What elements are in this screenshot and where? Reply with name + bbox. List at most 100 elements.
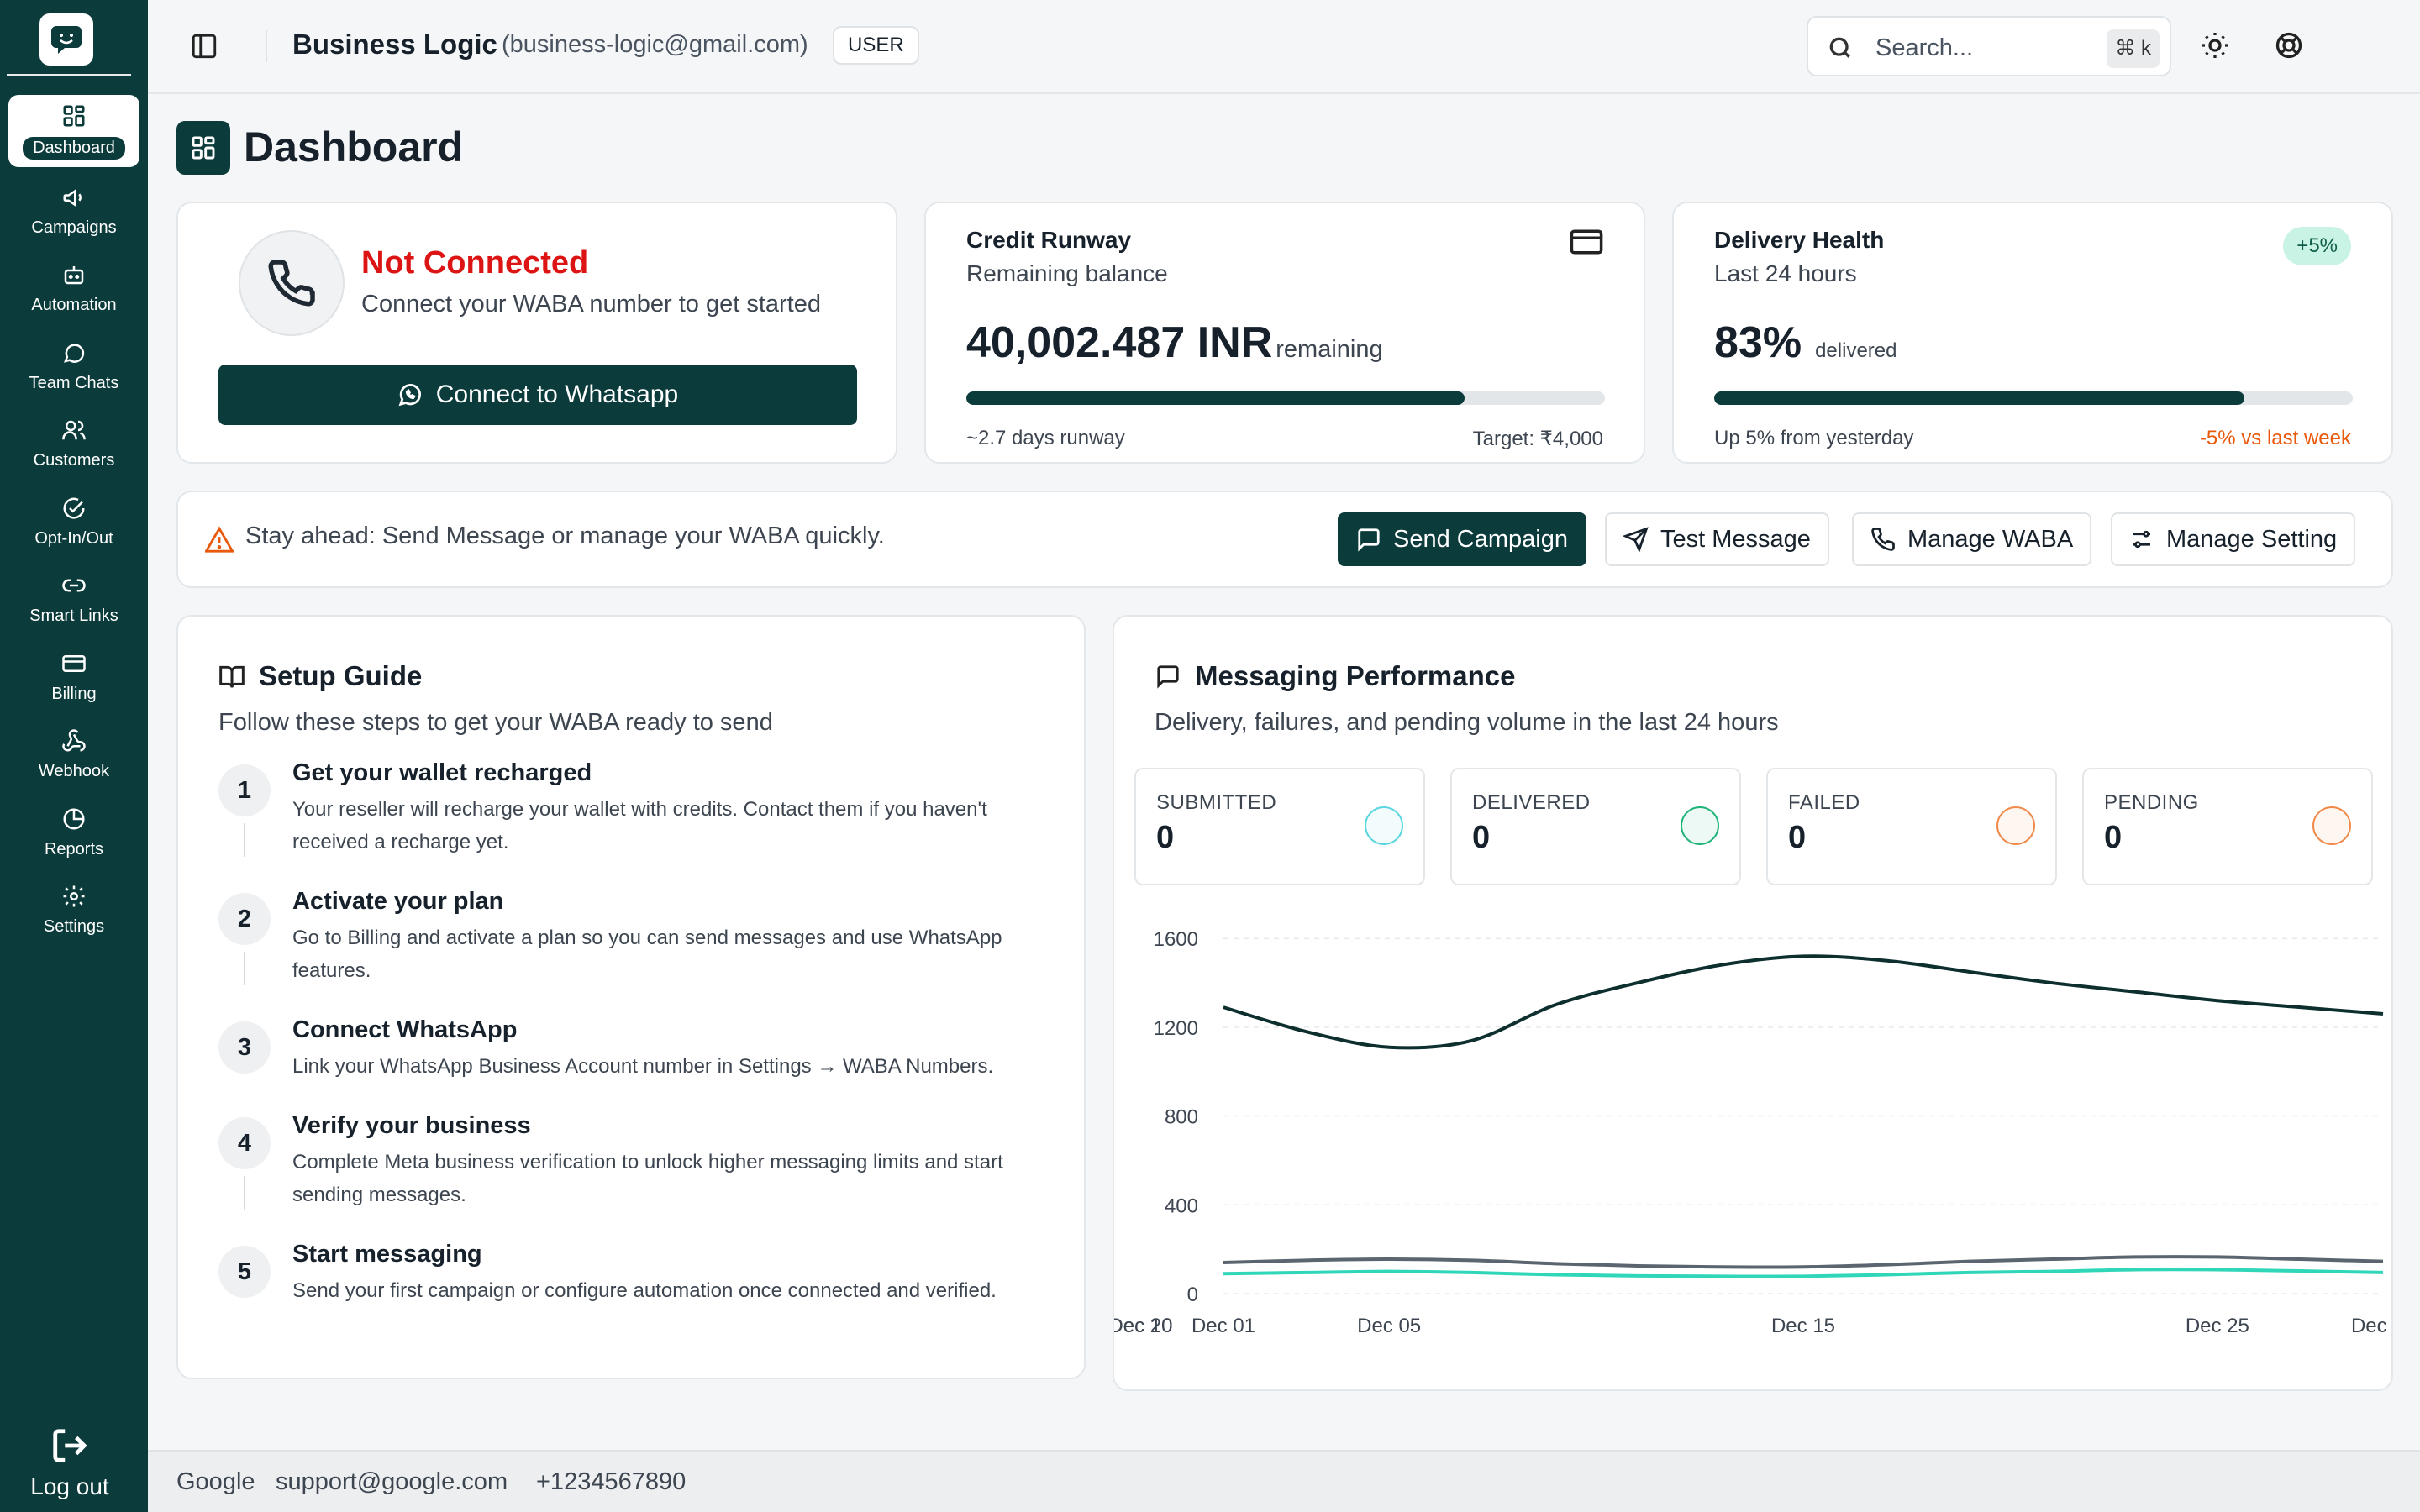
app-logo[interactable] xyxy=(39,13,93,66)
status-dot xyxy=(1365,806,1403,845)
step-title: Connect WhatsApp xyxy=(292,1016,518,1043)
sidebar-item-settings[interactable]: Settings xyxy=(0,872,148,950)
credit-progress xyxy=(966,391,1605,405)
series-line-2 xyxy=(1223,1268,2384,1278)
dashboard-title-icon xyxy=(176,121,230,175)
chat-logo-icon xyxy=(51,26,82,54)
status-dot xyxy=(2312,806,2351,845)
status-dot xyxy=(1996,806,2035,845)
credit-unit: remaining xyxy=(1276,336,1383,363)
sidebar-item-billing[interactable]: Billing xyxy=(0,638,148,717)
manage-setting-button[interactable]: Manage Setting xyxy=(2111,512,2356,566)
metric-label: DELIVERED xyxy=(1472,791,1591,814)
send-campaign-button[interactable]: Send Campaign xyxy=(1338,512,1586,566)
business-name: Business Logic xyxy=(292,29,497,60)
sidebar-item-customers[interactable]: Customers xyxy=(0,406,148,484)
sun-icon[interactable] xyxy=(2200,30,2230,60)
phone-avatar xyxy=(239,230,345,336)
performance-title: Messaging Performance xyxy=(1195,660,1516,691)
series-line-1 xyxy=(1223,1255,2384,1269)
sidebar-item-automation[interactable]: Automation xyxy=(0,250,148,328)
credit-card-icon xyxy=(1570,229,1603,255)
x-tick-label: Dec 29 xyxy=(2351,1315,2391,1337)
x-tick-label: Dec 20 xyxy=(1114,1315,1172,1337)
y-tick-label: 400 xyxy=(1165,1194,1198,1217)
y-tick-label: 1200 xyxy=(1154,1017,1198,1040)
warning-icon xyxy=(205,526,234,553)
sidebar-item-label: Billing xyxy=(51,684,97,703)
credit-title: Credit Runway xyxy=(966,227,1132,253)
sidebar-item-label: Customers xyxy=(33,451,115,470)
x-tick-label: Dec 05 xyxy=(1357,1315,1421,1337)
quick-actions-hint: Stay ahead: Send Message or manage your … xyxy=(245,522,885,549)
sidebar-item-label: Smart Links xyxy=(29,606,118,626)
sidebar-item-webhook[interactable]: Webhook xyxy=(0,717,148,795)
phone-icon xyxy=(268,260,315,307)
message-square-icon xyxy=(1358,528,1380,552)
delivery-trend-week: -5% vs last week xyxy=(2199,427,2351,449)
logout-button[interactable]: Log out xyxy=(0,1426,139,1500)
x-tick-label: Dec 10 xyxy=(1114,1315,1172,1337)
page-title: Dashboard xyxy=(244,123,464,171)
step-description: Your reseller will recharge your wallet … xyxy=(292,798,987,853)
step-connector xyxy=(244,823,245,857)
step-connector xyxy=(244,1176,245,1210)
setup-guide-subtitle: Follow these steps to get your WABA read… xyxy=(218,709,773,736)
metric-value: 0 xyxy=(1788,820,1807,855)
credit-amount: 40,002.487 INR xyxy=(966,318,1273,367)
search-input[interactable]: Search... ⌘ k xyxy=(1807,16,2171,76)
top-header: Business Logic (business-logic@gmail.com… xyxy=(148,0,2420,94)
metric-label: FAILED xyxy=(1788,791,1860,814)
gear-icon xyxy=(63,885,85,907)
manage-waba-button[interactable]: Manage WABA xyxy=(1852,512,2092,566)
metric-value: 0 xyxy=(1156,820,1175,855)
sidebar-item-dashboard[interactable]: Dashboard xyxy=(8,95,139,167)
metric-delivered: DELIVERED 0 xyxy=(1450,768,1741,885)
sidebar-item-reports[interactable]: Reports xyxy=(0,794,148,872)
credit-balance: 40,002.487 INR remaining xyxy=(966,318,1383,368)
y-tick-label: 0 xyxy=(1187,1284,1198,1306)
performance-subtitle: Delivery, failures, and pending volume i… xyxy=(1155,709,1779,736)
delivery-title: Delivery Health xyxy=(1714,227,1885,253)
y-tick-label: 800 xyxy=(1165,1106,1198,1129)
sidebar-item-opt-in-out[interactable]: Opt-In/Out xyxy=(0,483,148,561)
sidebar-item-label: Webhook xyxy=(38,762,110,781)
metric-pending: PENDING 0 xyxy=(2082,768,2373,885)
sidebar-item-campaigns[interactable]: Campaigns xyxy=(0,172,148,250)
x-tick-label: Dec 15 xyxy=(1771,1315,1835,1337)
setup-guide-card: Setup Guide Follow these steps to get yo… xyxy=(176,615,1086,1379)
setup-guide-heading: Setup Guide xyxy=(218,660,422,692)
metric-value: 0 xyxy=(1472,820,1491,855)
test-message-button[interactable]: Test Message xyxy=(1605,512,1829,566)
delivery-change-badge: +5% xyxy=(2283,227,2351,265)
connect-whatsapp-button[interactable]: Connect to Whatsapp xyxy=(218,365,857,425)
connection-card: Not Connected Connect your WABA number t… xyxy=(176,202,897,464)
footer-phone[interactable]: +1234567890 xyxy=(536,1468,687,1495)
sidebar: Dashboard Campaigns Automation Team Chat… xyxy=(0,0,148,1512)
header-divider xyxy=(266,30,267,62)
link-icon xyxy=(62,579,86,592)
sidebar-item-smart-links[interactable]: Smart Links xyxy=(0,561,148,639)
delivery-unit: delivered xyxy=(1815,339,1897,362)
sidebar-toggle-icon[interactable] xyxy=(190,32,218,60)
phone-icon xyxy=(1871,528,1895,551)
credit-runway-card: Credit Runway Remaining balance 40,002.4… xyxy=(924,202,1645,464)
step-description: Send your first campaign or configure au… xyxy=(292,1279,997,1302)
search-placeholder: Search... xyxy=(1876,34,1974,61)
step-description: Link your WhatsApp Business Account numb… xyxy=(292,1055,994,1078)
y-tick-label: 1600 xyxy=(1154,928,1198,951)
manage-setting-label: Manage Setting xyxy=(2166,525,2338,553)
metric-submitted: SUBMITTED 0 xyxy=(1134,768,1425,885)
sidebar-item-label: Opt-In/Out xyxy=(34,528,113,548)
webhook-icon xyxy=(62,729,86,752)
message-square-icon xyxy=(1157,665,1179,689)
delivery-trend-day: Up 5% from yesterday xyxy=(1714,427,1914,449)
footer-email[interactable]: support@google.com xyxy=(276,1468,508,1495)
quick-actions-bar: Stay ahead: Send Message or manage your … xyxy=(176,491,2393,588)
series-line-0 xyxy=(1223,954,2384,1050)
role-badge: USER xyxy=(833,26,919,65)
sidebar-item-team-chats[interactable]: Team Chats xyxy=(0,328,148,406)
sidebar-item-label: Automation xyxy=(31,296,117,315)
chat-bubble-icon xyxy=(63,344,85,363)
help-lifebuoy-icon[interactable] xyxy=(2274,30,2304,60)
